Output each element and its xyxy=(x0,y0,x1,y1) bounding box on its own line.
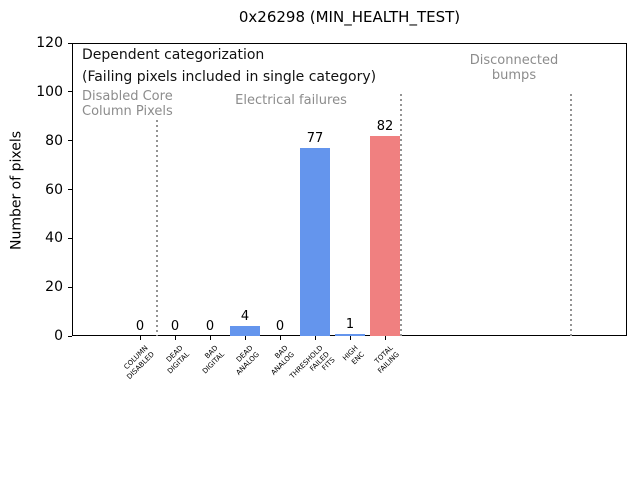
bar-value-label: 0 xyxy=(205,319,215,334)
y-axis-tick xyxy=(68,91,72,93)
x-axis-tick xyxy=(384,336,386,340)
x-axis-tick xyxy=(209,336,211,340)
y-axis-tick xyxy=(68,286,72,288)
y-tick-label: 80 xyxy=(45,132,63,149)
y-tick-label: 120 xyxy=(36,35,63,51)
x-axis-tick xyxy=(174,336,176,340)
y-tick-label: 60 xyxy=(45,181,63,198)
x-axis-tick xyxy=(279,336,281,340)
bar xyxy=(335,333,365,336)
chart-title: 0x26298 (MIN_HEALTH_TEST) xyxy=(238,8,461,26)
bar-value-label: 0 xyxy=(275,319,285,334)
separator-line-disabled-region xyxy=(156,120,158,336)
bar-value-label: 4 xyxy=(240,309,250,325)
bar xyxy=(230,326,260,336)
separator-line-electrical-region xyxy=(400,94,402,336)
y-axis-tick xyxy=(68,140,72,142)
bar xyxy=(300,147,330,336)
y-tick-label: 20 xyxy=(45,279,63,296)
x-axis-tick xyxy=(349,336,351,340)
y-axis-tick xyxy=(68,237,72,239)
bar-value-label: 1 xyxy=(345,316,355,332)
region-label-disconnected-bumps: Disconnected bumps xyxy=(469,53,559,83)
annotation-dependent-categorization: Dependent categorization xyxy=(82,47,265,63)
annotation-failing-note: (Failing pixels included in single categ… xyxy=(82,69,377,85)
bar-value-label: 82 xyxy=(376,118,394,134)
x-axis-tick xyxy=(139,336,141,340)
x-axis-tick xyxy=(314,336,316,340)
y-tick-label: 40 xyxy=(45,230,63,247)
y-axis-tick xyxy=(68,335,72,337)
separator-line-disconnected-region xyxy=(570,94,572,336)
plot-area xyxy=(72,43,627,336)
y-tick-label: 0 xyxy=(54,328,63,344)
x-axis-tick xyxy=(244,336,246,340)
bar-value-label: 0 xyxy=(135,319,145,334)
y-tick-label: 100 xyxy=(36,83,63,100)
bar-value-label: 0 xyxy=(170,319,180,334)
bar xyxy=(370,135,400,336)
region-label-disabled-core-column-pixels: Disabled Core Column Pixels xyxy=(82,89,173,119)
bar-value-label: 77 xyxy=(306,130,324,146)
y-axis-tick xyxy=(68,189,72,190)
region-label-electrical-failures: Electrical failures xyxy=(235,93,347,108)
y-axis-tick xyxy=(68,42,72,44)
